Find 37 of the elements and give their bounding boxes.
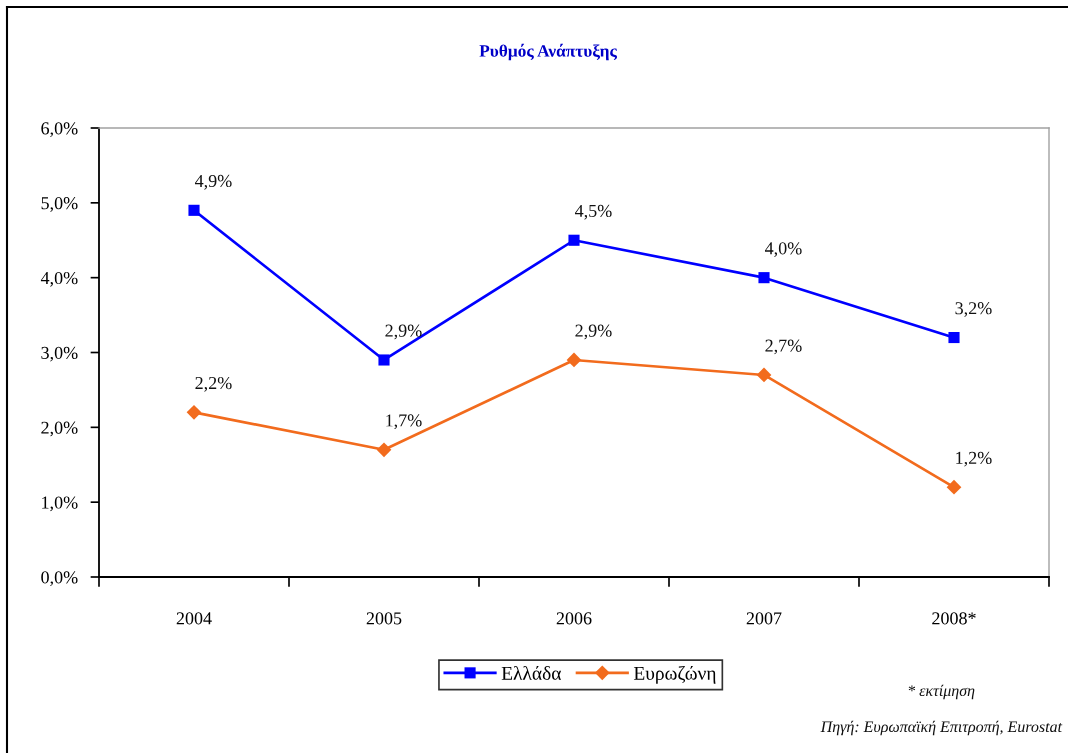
data-label: 2,9% xyxy=(575,324,612,340)
point xyxy=(186,405,202,420)
x-tick-label: 2004 xyxy=(176,612,212,625)
y-tick-label: 1,0% xyxy=(42,496,78,512)
y-tick-label: 5,0% xyxy=(41,197,78,212)
data-label: 2,9% xyxy=(385,324,422,340)
point xyxy=(756,367,772,383)
point xyxy=(946,479,962,495)
legend-label: Ελλάδα xyxy=(501,665,562,680)
y-tick-label: 4,0% xyxy=(40,271,78,287)
x-tick-label: 2007 xyxy=(746,612,782,625)
data-label: 3,2% xyxy=(955,302,992,317)
y-tick-label: 6,0% xyxy=(41,122,78,138)
data-label: 4,9% xyxy=(194,174,232,190)
chart-title: Ρυθμός Ανάπτυξης xyxy=(479,43,618,61)
point xyxy=(376,442,392,458)
y-tick-label: 3,0% xyxy=(41,346,78,362)
point xyxy=(566,352,582,368)
point xyxy=(568,234,580,246)
data-label: 1,2% xyxy=(956,451,992,467)
data-label: 4,5% xyxy=(574,204,612,220)
data-label: 2,2% xyxy=(195,376,232,392)
y-tick-label: 2,0% xyxy=(41,421,78,437)
data-label: 4,0% xyxy=(764,242,802,258)
data-label: 2,7% xyxy=(765,339,802,355)
x-tick-label: 2006 xyxy=(556,612,592,625)
y-tick-label: 0,0% xyxy=(41,571,78,587)
point xyxy=(378,354,390,366)
point xyxy=(758,272,770,284)
text: * εκτίμηση xyxy=(908,684,975,700)
x-tick-label: 2005 xyxy=(366,612,402,625)
x-tick-label: 2008* xyxy=(932,612,976,625)
point xyxy=(948,331,960,344)
legend-label: Ευρωζώνη xyxy=(633,665,716,684)
text: Πηγή: Ευρωπαϊκή Επιτροπή, Eurostat xyxy=(820,720,1063,736)
point xyxy=(188,204,200,216)
data-label: 1,7% xyxy=(386,414,422,430)
